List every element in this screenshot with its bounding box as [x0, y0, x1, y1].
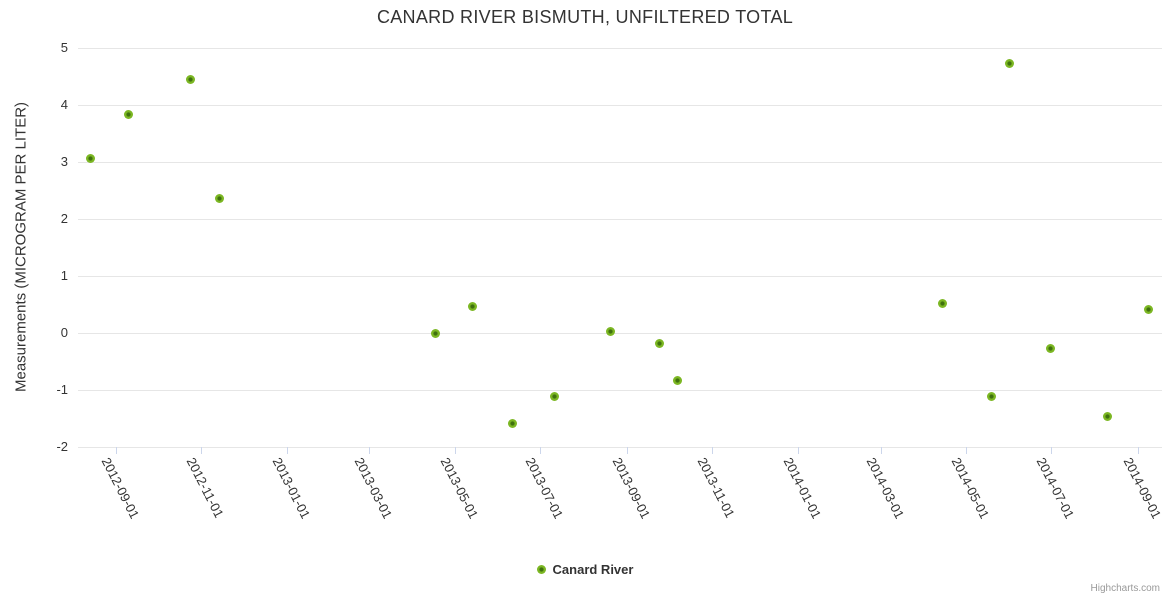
y-tick-label--1: -1: [56, 382, 68, 397]
x-tick-label-2013-05-01: 2013-05-01: [437, 455, 481, 522]
x-tick-2012-11-01: [201, 447, 203, 454]
x-tick-label-2014-05-01: 2014-05-01: [948, 455, 993, 522]
data-point-marker[interactable]: [605, 327, 615, 337]
data-point-marker[interactable]: [507, 419, 517, 429]
x-tick-label-2014-09-01: 2014-09-01: [1120, 455, 1165, 522]
y-axis-title: Measurements (MICROGRAM PER LITER): [12, 101, 30, 393]
data-point-marker[interactable]: [986, 391, 996, 401]
y-tick-label--2: -2: [56, 439, 68, 454]
credits-link[interactable]: Highcharts.com: [1090, 583, 1160, 594]
data-point-marker[interactable]: [549, 391, 559, 401]
x-tick-2013-01-01: [286, 447, 288, 454]
x-tick-label-2012-11-01: 2012-11-01: [183, 455, 227, 521]
y-tick-label-1: 1: [60, 268, 68, 283]
gridline-y-5: [78, 48, 1162, 49]
x-tick-label-2014-01-01: 2014-01-01: [780, 455, 825, 522]
x-tick-2013-09-01: [627, 447, 628, 454]
x-tick-2013-05-01: [454, 447, 456, 454]
gridline-y-0: [78, 333, 1162, 334]
legend-item-canard-river[interactable]: Canard River: [536, 562, 634, 577]
x-tick-2013-11-01: [712, 447, 714, 454]
data-point-marker[interactable]: [1143, 304, 1153, 314]
x-tick-2014-03-01: [880, 447, 882, 454]
x-tick-2014-01-01: [797, 447, 799, 454]
data-point-marker[interactable]: [123, 109, 133, 119]
data-point-marker[interactable]: [1102, 412, 1112, 422]
x-tick-2012-09-01: [115, 447, 117, 454]
x-tick-label-2014-03-01: 2014-03-01: [863, 455, 907, 522]
y-tick-label-4: 4: [60, 97, 68, 112]
x-tick-2013-03-01: [369, 447, 371, 454]
data-point-marker[interactable]: [672, 376, 682, 386]
y-tick-label-2: 2: [60, 211, 68, 226]
x-tick-label-2013-07-01: 2013-07-01: [522, 455, 567, 522]
data-point-marker[interactable]: [654, 338, 664, 348]
x-tick-2014-09-01: [1138, 447, 1140, 454]
legend-marker-icon: [536, 565, 546, 574]
data-point-marker[interactable]: [1004, 58, 1014, 68]
x-tick-2013-07-01: [540, 447, 542, 454]
gridline-y-4: [78, 105, 1162, 106]
y-tick-label-0: 0: [60, 325, 68, 340]
data-point-marker[interactable]: [215, 194, 224, 203]
legend: Canard River: [0, 562, 1170, 577]
x-tick-label-2013-09-01: 2013-09-01: [609, 455, 654, 522]
x-tick-2014-07-01: [1051, 447, 1053, 454]
x-tick-label-2013-11-01: 2013-11-01: [695, 455, 739, 521]
y-tick-label-3: 3: [60, 154, 68, 169]
legend-series-label: Canard River: [552, 562, 634, 577]
gridline-y--1: [78, 390, 1162, 391]
y-tick-label-5: 5: [60, 40, 68, 55]
x-tick-2014-05-01: [965, 447, 967, 454]
data-point-marker[interactable]: [185, 74, 195, 84]
x-tick-label-2013-01-01: 2013-01-01: [269, 455, 313, 522]
data-point-marker[interactable]: [86, 153, 96, 163]
x-tick-label-2013-03-01: 2013-03-01: [351, 455, 396, 522]
data-point-marker[interactable]: [1045, 343, 1055, 353]
gridline-y-1: [78, 276, 1162, 277]
data-point-marker[interactable]: [468, 301, 478, 311]
gridline-y--2: [78, 447, 1162, 448]
plot-area: [78, 48, 1162, 454]
data-point-marker[interactable]: [937, 299, 947, 309]
data-point-marker[interactable]: [430, 328, 440, 338]
gridline-y-3: [78, 162, 1162, 163]
gridline-y-2: [78, 219, 1162, 220]
chart-title: CANARD RIVER BISMUTH, UNFILTERED TOTAL: [376, 7, 794, 27]
x-tick-label-2012-09-01: 2012-09-01: [98, 455, 142, 522]
x-tick-label-2014-07-01: 2014-07-01: [1034, 455, 1078, 522]
